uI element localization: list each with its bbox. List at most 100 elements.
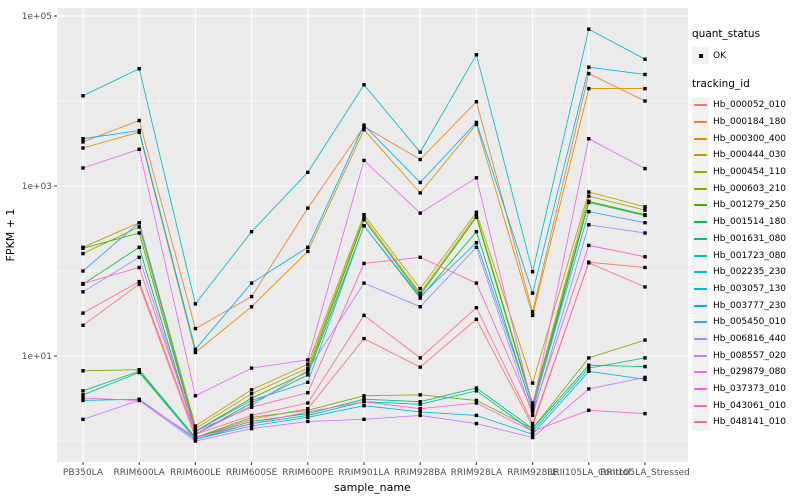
data-point [306, 170, 310, 174]
legend-item-label: OK [713, 50, 726, 61]
data-point [418, 407, 422, 411]
data-point [418, 211, 422, 215]
data-point [362, 158, 366, 163]
legend-item-Hb_000300_400: Hb_000300_400 [692, 130, 798, 148]
legend-item-label: Hb_037373_010 [713, 384, 787, 395]
data-point [530, 435, 535, 440]
data-point [362, 218, 366, 222]
legend-key [692, 230, 709, 248]
data-point [81, 323, 85, 327]
ok-point-icon [698, 53, 703, 58]
legend-key [692, 330, 709, 348]
data-point [530, 313, 535, 318]
data-point [362, 123, 366, 127]
data-point [249, 426, 254, 431]
data-point [474, 413, 479, 418]
legend-item-Hb_001631_080: Hb_001631_080 [692, 230, 798, 248]
legend-item-label: Hb_001279_250 [713, 200, 787, 211]
data-point [193, 326, 198, 331]
data-point [587, 137, 591, 141]
legend-key [692, 347, 709, 365]
data-point [137, 245, 141, 249]
data-point [643, 377, 647, 382]
legend-item-Hb_037373_010: Hb_037373_010 [692, 380, 798, 398]
data-point [587, 387, 591, 391]
legend-item-label: Hb_003777_230 [713, 300, 787, 311]
data-point [193, 424, 198, 428]
data-point [81, 269, 85, 273]
data-point [362, 224, 366, 228]
data-point [81, 246, 85, 250]
x-tick-label: RRIM901LA [338, 468, 390, 478]
data-point [530, 270, 535, 274]
legend-item-Hb_002235_230: Hb_002235_230 [692, 263, 798, 281]
data-point [81, 251, 85, 256]
legend-item-Hb_000444_030: Hb_000444_030 [692, 146, 798, 164]
series-color-line-icon [694, 404, 707, 407]
series-color-line-icon [694, 287, 707, 290]
data-point [306, 362, 310, 366]
data-point [530, 310, 535, 314]
legend-key [692, 297, 709, 315]
data-point [474, 386, 479, 390]
data-point [474, 306, 479, 310]
data-point [362, 336, 366, 341]
data-point [418, 255, 422, 259]
data-point [418, 402, 422, 406]
legend-key [692, 363, 709, 381]
data-point [643, 213, 647, 218]
data-point [306, 373, 310, 377]
data-point [474, 176, 479, 180]
data-point [362, 83, 366, 87]
data-point [530, 424, 535, 428]
data-point [306, 415, 310, 419]
legend-item-Hb_001723_080: Hb_001723_080 [692, 247, 798, 265]
x-tick-label: RRIM928LE [507, 468, 558, 478]
data-point [643, 338, 647, 342]
data-point [587, 408, 591, 412]
data-point [418, 157, 422, 162]
data-point [137, 231, 141, 235]
data-point [418, 180, 422, 185]
series-color-line-icon [694, 254, 707, 257]
data-point [643, 86, 647, 91]
data-point [474, 401, 479, 405]
legend-key [692, 146, 709, 164]
data-point [249, 424, 254, 428]
data-point [587, 369, 591, 373]
legend-key [692, 247, 709, 265]
data-point [362, 216, 366, 220]
data-point [474, 122, 479, 127]
data-point [418, 294, 422, 299]
x-tick-label: RRII105LA_Control [547, 468, 630, 478]
data-point [587, 356, 591, 360]
legend-item-label: Hb_002235_230 [713, 267, 787, 278]
data-point [643, 72, 647, 77]
data-point [306, 245, 310, 249]
x-tick-label: RRIM600PE [282, 468, 334, 478]
series-color-line-icon [694, 187, 707, 190]
legend-key [692, 263, 709, 281]
data-point [249, 413, 254, 418]
data-point [530, 291, 535, 295]
series-color-line-icon [694, 321, 707, 324]
data-point [249, 230, 254, 234]
data-point [530, 381, 535, 385]
data-point [587, 71, 591, 76]
data-point [587, 223, 591, 227]
data-point [530, 410, 535, 414]
legend-group-tracking-id: tracking_id Hb_000052_010 Hb_000184_180 Hb… [692, 78, 798, 431]
data-point [530, 421, 535, 426]
legend-item-label: Hb_001514_180 [713, 217, 787, 228]
data-point [362, 281, 366, 285]
data-point [474, 398, 479, 403]
legend-item-label: Hb_001723_080 [713, 250, 787, 261]
data-point [587, 209, 591, 214]
data-point [306, 401, 310, 405]
data-point [137, 118, 141, 123]
series-color-line-icon [694, 271, 707, 274]
data-point [643, 375, 647, 380]
data-point [81, 140, 85, 144]
